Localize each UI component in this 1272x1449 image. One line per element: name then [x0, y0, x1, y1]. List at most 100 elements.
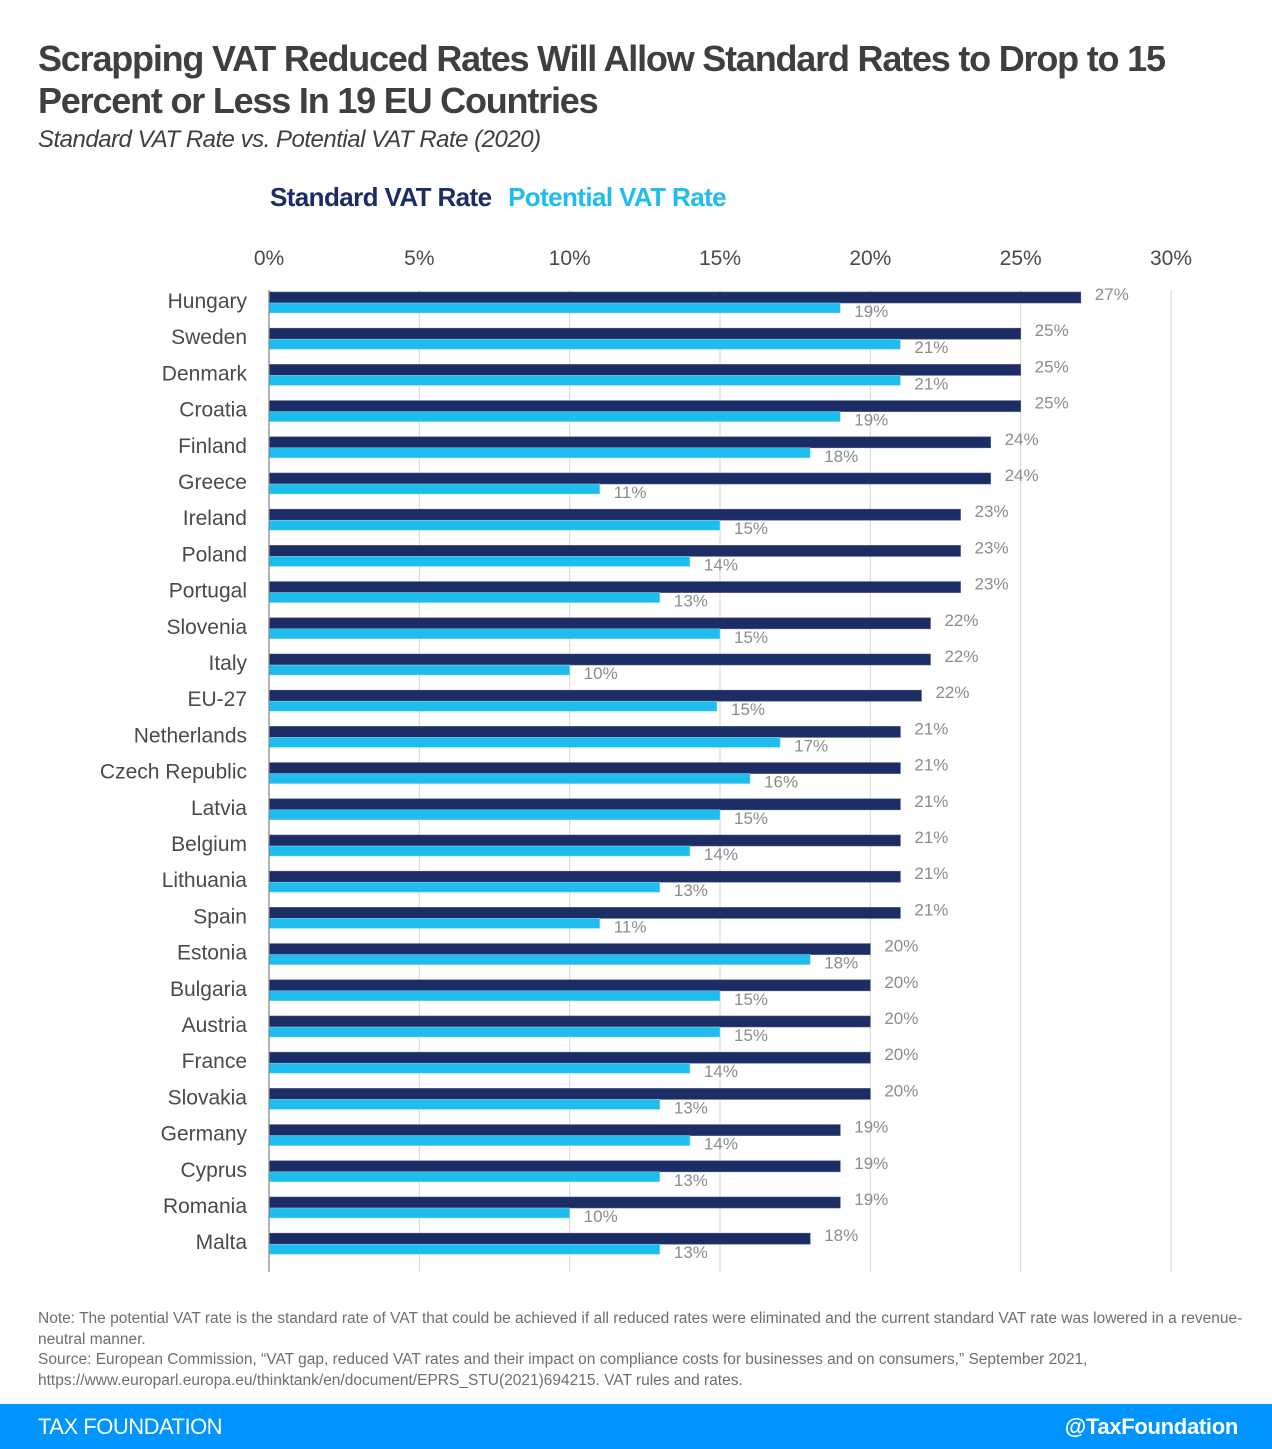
- source-text: Source: European Commission, “VAT gap, r…: [38, 1351, 1088, 1389]
- category-label: Austria: [182, 1014, 248, 1037]
- bar-standard-vat-rate: [268, 400, 1021, 412]
- value-label-standard: 24%: [1005, 430, 1039, 449]
- category-label: Romania: [163, 1195, 247, 1218]
- category-label: Sweden: [171, 326, 247, 349]
- value-label-potential: 15%: [734, 628, 768, 647]
- category-label: Italy: [208, 652, 247, 675]
- value-label-potential: 14%: [704, 1135, 738, 1154]
- value-label-standard: 22%: [944, 611, 978, 630]
- bar-standard-vat-rate: [268, 436, 991, 449]
- value-label-standard: 19%: [854, 1118, 888, 1137]
- footer-bar: TAX FOUNDATION @TaxFoundation: [0, 1404, 1272, 1449]
- bar-standard-vat-rate: [268, 762, 901, 774]
- category-label: Greece: [178, 471, 247, 494]
- bar-standard-vat-rate: [268, 327, 1021, 340]
- category-label: Czech Republic: [100, 761, 247, 784]
- bar-standard-vat-rate: [268, 870, 901, 883]
- category-label: Latvia: [191, 797, 247, 820]
- bar-standard-vat-rate: [268, 1196, 841, 1209]
- bar-standard-vat-rate: [268, 508, 961, 521]
- x-tick-label: 15%: [699, 247, 741, 270]
- category-label: Croatia: [179, 399, 247, 422]
- category-label: Portugal: [169, 580, 247, 603]
- bar-standard-vat-rate: [268, 943, 871, 955]
- category-label: Finland: [178, 435, 247, 458]
- value-label-potential: 13%: [674, 881, 708, 900]
- bar-potential-vat-rate: [268, 773, 751, 784]
- chart-subtitle: Standard VAT Rate vs. Potential VAT Rate…: [38, 126, 541, 153]
- value-label-potential: 13%: [674, 1098, 708, 1117]
- category-label: EU-27: [187, 688, 247, 711]
- x-tick-label: 25%: [1000, 247, 1042, 270]
- category-label: Slovenia: [166, 616, 247, 639]
- bar-potential-vat-rate: [268, 375, 901, 386]
- value-label-potential: 15%: [734, 1026, 768, 1045]
- category-label: Lithuania: [162, 869, 248, 892]
- bar-standard-vat-rate: [268, 979, 871, 992]
- category-label: Hungary: [168, 290, 248, 313]
- value-label-standard: 19%: [854, 1154, 888, 1173]
- chart-title: Scrapping VAT Reduced Rates Will Allow S…: [38, 38, 1166, 121]
- bar-standard-vat-rate: [268, 291, 1082, 304]
- value-label-standard: 21%: [914, 792, 948, 811]
- category-label: Germany: [161, 1123, 248, 1146]
- bar-potential-vat-rate: [268, 592, 661, 603]
- value-label-standard: 20%: [884, 1045, 918, 1064]
- x-tick-label: 5%: [404, 247, 434, 270]
- value-label-potential: 21%: [914, 338, 948, 357]
- value-labels: 27% 19% 25% 21% 25% 21% 25% 19% 24% 18% 24% 11% 23% 1…: [584, 285, 1129, 1262]
- bar-potential-vat-rate: [268, 302, 841, 314]
- x-axis-tick-labels: 0% 5% 10% 15% 20% 25% 30%: [254, 247, 1192, 270]
- value-label-potential: 19%: [854, 411, 888, 430]
- value-label-standard: 21%: [914, 756, 948, 775]
- category-label: Netherlands: [134, 724, 247, 747]
- bar-potential-vat-rate: [268, 338, 901, 350]
- value-label-potential: 10%: [584, 1207, 618, 1226]
- bar-potential-vat-rate: [268, 664, 570, 676]
- category-label: Ireland: [183, 507, 247, 530]
- value-label-standard: 23%: [975, 538, 1009, 557]
- value-label-potential: 11%: [614, 917, 647, 936]
- bar-chart: 0% 5% 10% 15% 20% 25% 30% Hungary Sweden Denmark…: [100, 247, 1192, 1272]
- footer-handle[interactable]: @TaxFoundation: [1064, 1414, 1239, 1439]
- value-label-potential: 10%: [584, 664, 618, 683]
- bar-standard-vat-rate: [268, 1088, 871, 1100]
- bar-potential-vat-rate: [268, 1207, 570, 1219]
- value-label-standard: 22%: [935, 683, 969, 702]
- bar-standard-vat-rate: [268, 545, 961, 557]
- bar-potential-vat-rate: [268, 845, 691, 857]
- bar-potential-vat-rate: [268, 881, 661, 893]
- bar-standard-vat-rate: [268, 1160, 841, 1173]
- bar-potential-vat-rate: [268, 519, 721, 531]
- value-label-potential: 15%: [734, 990, 768, 1009]
- bar-standard-vat-rate: [268, 581, 961, 593]
- bar-potential-vat-rate: [268, 1099, 661, 1110]
- value-label-potential: 13%: [674, 592, 708, 611]
- bar-potential-vat-rate: [268, 1243, 661, 1255]
- category-label: Denmark: [162, 362, 248, 385]
- category-labels: Hungary Sweden Denmark Croatia Finland Greece…: [100, 290, 248, 1254]
- bar-potential-vat-rate: [268, 628, 721, 640]
- x-tick-label: 10%: [549, 247, 591, 270]
- value-label-standard: 20%: [884, 937, 918, 956]
- bar-potential-vat-rate: [268, 556, 691, 567]
- value-label-standard: 21%: [914, 828, 948, 847]
- value-label-standard: 25%: [1035, 394, 1069, 413]
- value-label-potential: 13%: [674, 1171, 708, 1190]
- value-label-potential: 17%: [794, 736, 828, 755]
- value-label-potential: 14%: [704, 555, 738, 574]
- value-label-standard: 20%: [884, 1081, 918, 1100]
- notes: Note: The potential VAT rate is the stan…: [38, 1309, 1248, 1391]
- value-label-standard: 21%: [914, 864, 948, 883]
- bar-potential-vat-rate: [268, 1062, 691, 1074]
- value-label-standard: 18%: [824, 1226, 858, 1245]
- category-label: Bulgaria: [170, 978, 247, 1001]
- bars: [268, 291, 1082, 1255]
- value-label-standard: 22%: [944, 647, 978, 666]
- legend-potential-vat-rate: Potential VAT Rate: [508, 182, 727, 212]
- value-label-potential: 14%: [704, 1062, 738, 1081]
- value-label-potential: 19%: [854, 302, 888, 321]
- bar-potential-vat-rate: [268, 918, 600, 929]
- bar-potential-vat-rate: [268, 809, 721, 821]
- value-label-standard: 23%: [975, 575, 1009, 594]
